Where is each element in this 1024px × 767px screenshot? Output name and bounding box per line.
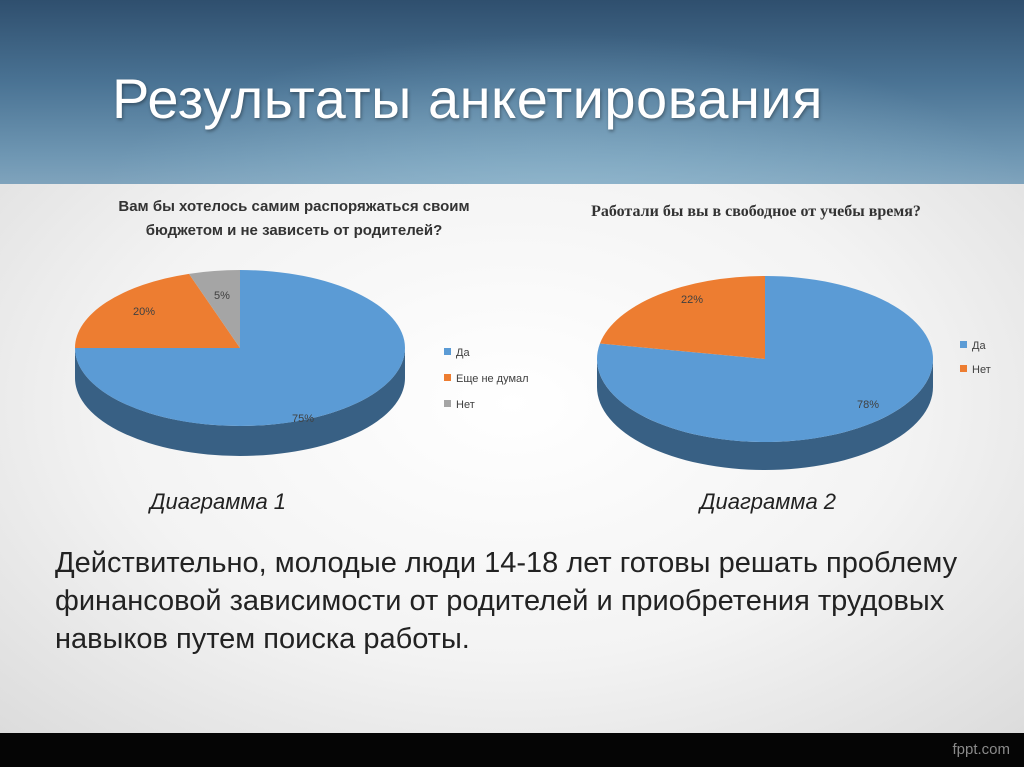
slide-header: Результаты анкетирования [0,0,1024,184]
chart-2-caption: Диаграмма 2 [700,489,837,514]
chart-1-caption: Диаграмма 1 [150,489,287,514]
legend-label: Еще не думал [456,373,529,385]
legend-swatch [960,341,967,348]
pie-side-Да [597,359,933,470]
pie-slice-label: 75% [292,413,314,425]
pie-slice-label: 5% [214,290,230,302]
slide-title: Результаты анкетирования [112,67,823,130]
pie-slice-label: 22% [681,294,703,306]
pie-slice-Нет [189,270,240,348]
pie-side-Да [75,348,405,456]
slide-footer: fppt.com [0,733,1024,767]
pie-slice-label: 20% [133,306,155,318]
legend-label: Да [456,347,470,359]
footer-brand: fppt.com [952,741,1010,758]
pie-chart-2: Работали бы вы в свободное от учебы врем… [591,203,991,470]
legend-swatch [444,374,451,381]
legend-label: Нет [972,364,991,376]
legend-swatch [444,348,451,355]
pie-slice-Еще не думал [75,273,240,348]
legend-label: Нет [456,399,475,411]
legend-label: Да [972,340,986,352]
chart-1-title-line-1: Вам бы хотелось самим распоряжаться свои… [118,198,469,215]
legend-swatch [444,400,451,407]
pie-slice-Нет [599,276,765,359]
conclusion-text: Действительно, молодые люди 14-18 лет го… [55,547,958,655]
pie-charts: Вам бы хотелось самим распоряжаться свои… [75,198,991,470]
slide-content [0,184,1024,733]
header-shine [0,0,1024,184]
chart-2-title-line-1: Работали бы вы в свободное от учебы врем… [591,203,921,220]
legend-swatch [960,365,967,372]
pie-slice-label: 78% [857,399,879,411]
chart-1-title-line-2: бюджетом и не зависеть от родителей? [146,222,443,239]
pie-chart-1: Вам бы хотелось самим распоряжаться свои… [75,198,529,456]
